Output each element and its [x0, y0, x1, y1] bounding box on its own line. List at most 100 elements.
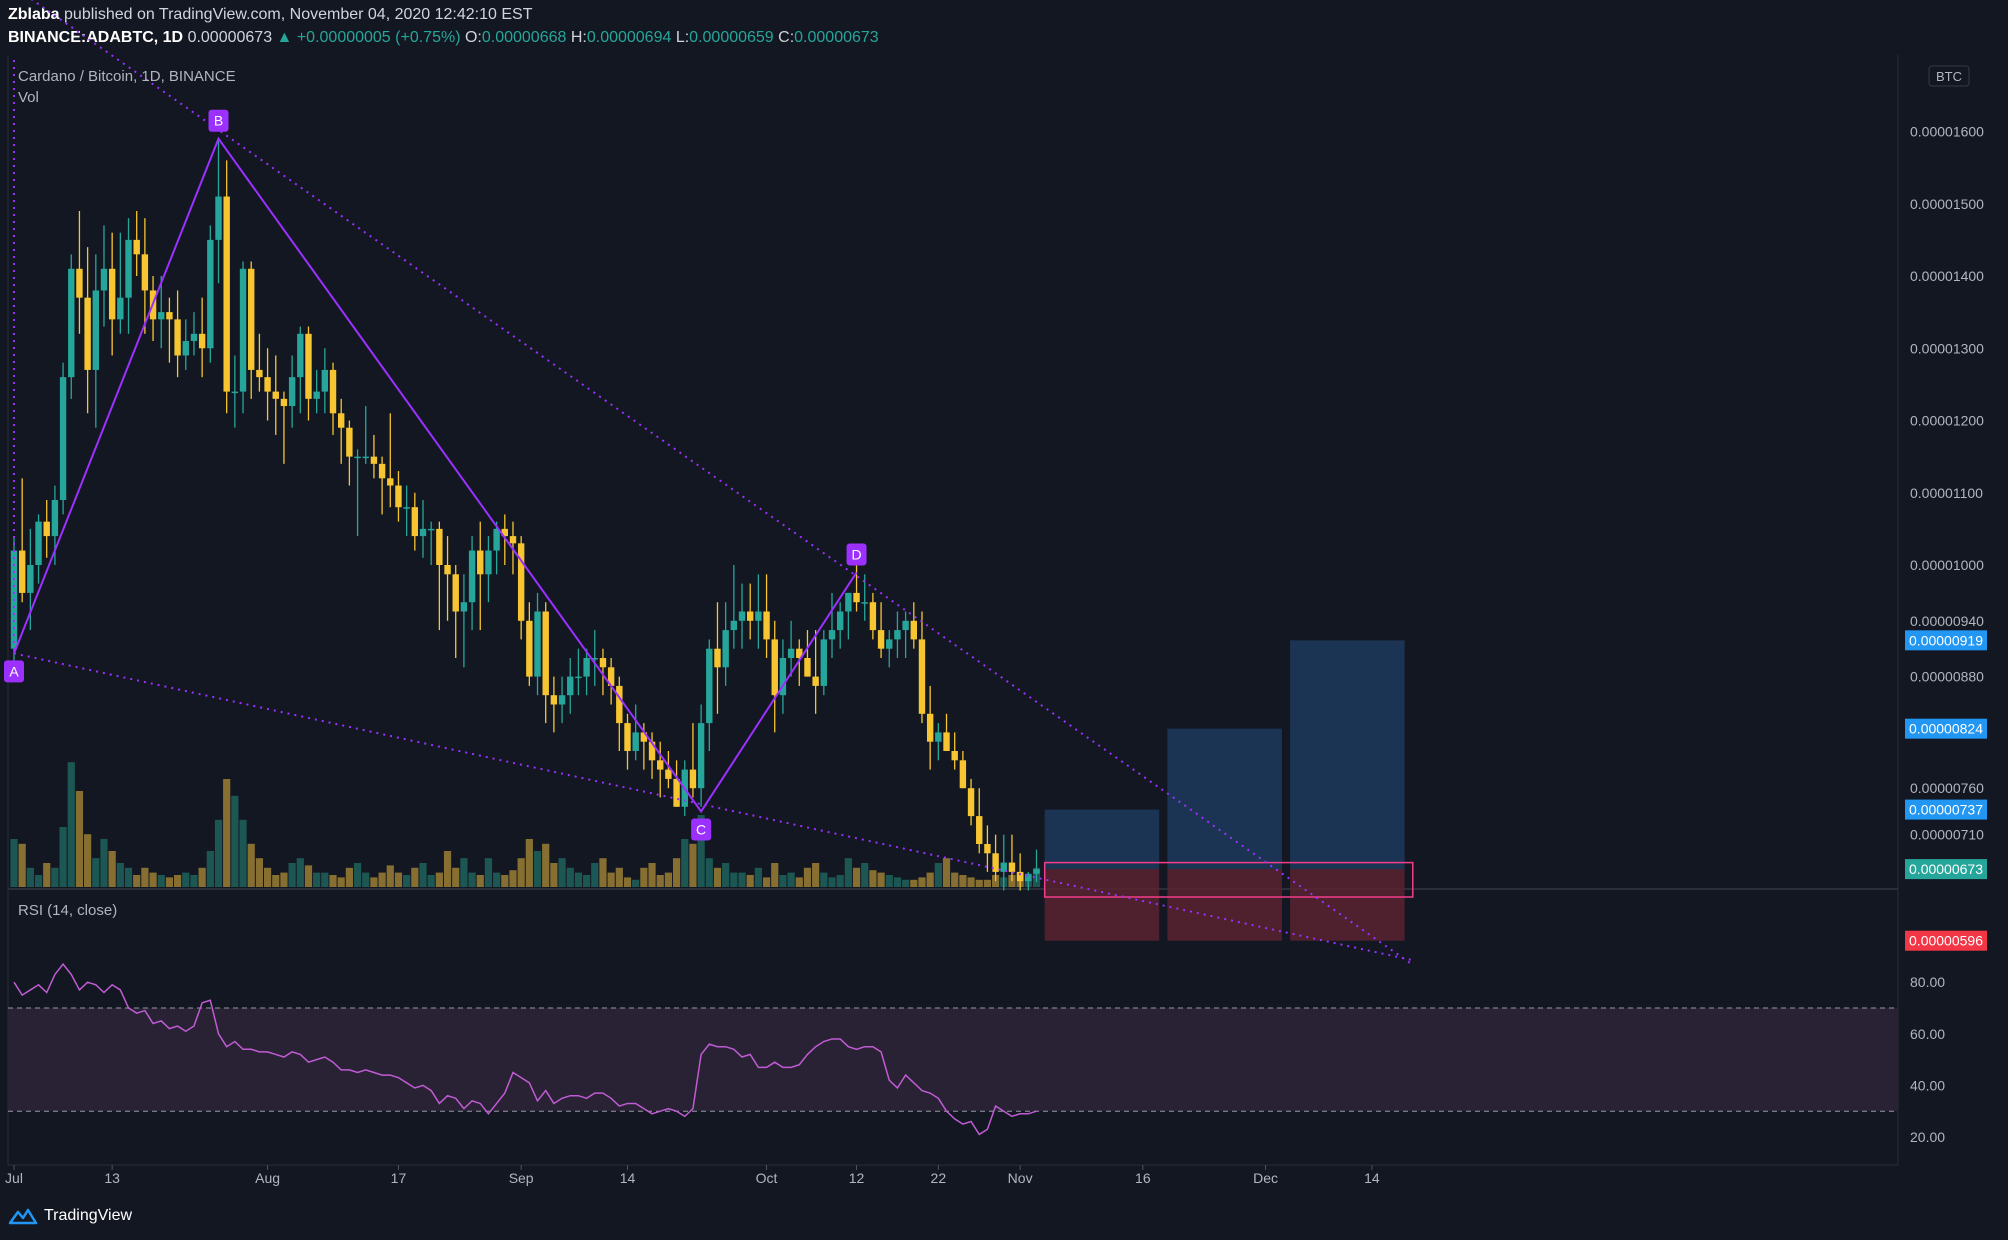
candle-body [755, 611, 762, 621]
volume-bar [67, 762, 75, 887]
candle-body [992, 853, 999, 872]
volume-bar [157, 875, 165, 887]
price-badge-label: 0.00000737 [1909, 802, 1983, 818]
volume-bar [255, 858, 263, 887]
tradingview-logo[interactable]: TradingView [8, 1203, 132, 1229]
candle-body [706, 648, 713, 724]
candle-body [485, 550, 492, 575]
volume-bar [623, 877, 632, 887]
pattern-point-label: C [696, 821, 706, 837]
candle-body [509, 536, 517, 544]
time-tick-label: 17 [391, 1170, 407, 1186]
candle-body [18, 550, 26, 593]
candle-body [1025, 873, 1032, 882]
rsi-tick-label: 20.00 [1910, 1129, 1945, 1145]
time-tick-label: 14 [620, 1170, 636, 1186]
volume-bar [149, 872, 157, 887]
volume-bar [762, 877, 771, 887]
volume-bar [902, 879, 910, 887]
low-label: L: [675, 29, 690, 46]
symbol-label[interactable]: BINANCE:ADABTC, 1D [8, 29, 184, 46]
dotted-trendline [13, 652, 1413, 962]
candle-body [836, 611, 844, 631]
volume-bar [885, 875, 893, 887]
candle-body [959, 760, 967, 789]
candle-body [436, 528, 443, 565]
volume-bar [607, 872, 615, 887]
candle-body [133, 239, 140, 255]
candle-body [616, 685, 623, 724]
publish-info: Zblaba published on TradingView.com, Nov… [8, 6, 532, 24]
volume-bar [239, 819, 247, 887]
volume-bar [689, 843, 697, 887]
time-tick-label: 14 [1364, 1170, 1380, 1186]
price-tick-label: 0.00000760 [1910, 780, 1984, 796]
author-name[interactable]: Zblaba [8, 6, 60, 23]
pattern-point-label: A [9, 663, 19, 679]
volume-bar [133, 875, 141, 887]
candle-body [828, 630, 836, 640]
candle-body [207, 239, 214, 349]
price-badge [1905, 799, 1987, 820]
candle-body [550, 695, 558, 705]
trend-lines[interactable]: A B C D [4, 0, 1414, 966]
volume-bar [533, 851, 542, 887]
volume-bar [34, 875, 43, 887]
volume-bar [509, 870, 517, 887]
candle-body [607, 667, 615, 686]
candle-body [166, 312, 173, 320]
volume-bar [672, 858, 681, 887]
volume-bar [329, 875, 337, 887]
candle-body [362, 456, 369, 459]
price-tick-label: 0.00001200 [1910, 413, 1984, 429]
volume-bar [370, 877, 378, 887]
candle-body [59, 377, 67, 500]
candle-body [517, 543, 525, 621]
candle-body [27, 565, 34, 593]
volume-bar [460, 858, 468, 887]
time-tick-label: Aug [255, 1170, 280, 1186]
rsi-tick-label: 80.00 [1910, 974, 1945, 990]
volume-bar [452, 867, 460, 887]
open-value: 0.00000668 [481, 29, 567, 46]
candle-body [223, 196, 230, 392]
candle-body [967, 788, 975, 817]
volume-bar [648, 863, 656, 887]
candle-body [599, 658, 607, 668]
candle-body [51, 499, 59, 537]
volume-bar [517, 858, 525, 887]
candle-body [1000, 862, 1007, 872]
volume-bar [803, 867, 812, 887]
volume-bar [419, 863, 427, 887]
close-value: 0.00000673 [794, 29, 879, 46]
candle-body [640, 732, 648, 742]
currency-badge-box[interactable] [1928, 65, 1970, 87]
candle-body [468, 550, 476, 603]
volume-bar [468, 872, 476, 887]
candle-body [35, 521, 42, 565]
volume-bar [411, 867, 419, 887]
candle-body [526, 620, 533, 677]
volume-bar [51, 867, 59, 887]
rsi-band [8, 1008, 1898, 1112]
candle-body [861, 602, 868, 604]
price-tick-label: 0.00001500 [1910, 196, 1984, 212]
publish-text: published on TradingView.com, November 0… [64, 6, 533, 23]
volume-bar [59, 827, 67, 887]
volume-bar [852, 867, 861, 887]
volume-bar [247, 843, 255, 887]
candle-body [926, 713, 934, 742]
volume-bar [403, 875, 411, 887]
candle-body [951, 751, 958, 761]
candle-body [158, 312, 165, 320]
volume-bar [484, 858, 493, 887]
candle-body [190, 333, 198, 342]
volume-bar [92, 858, 100, 887]
volume-bar [844, 858, 852, 887]
candle-body [239, 268, 247, 392]
volume-bar [182, 872, 190, 887]
volume-bar [272, 875, 280, 887]
candle-body [845, 592, 852, 612]
pattern-point-badge [846, 543, 867, 566]
